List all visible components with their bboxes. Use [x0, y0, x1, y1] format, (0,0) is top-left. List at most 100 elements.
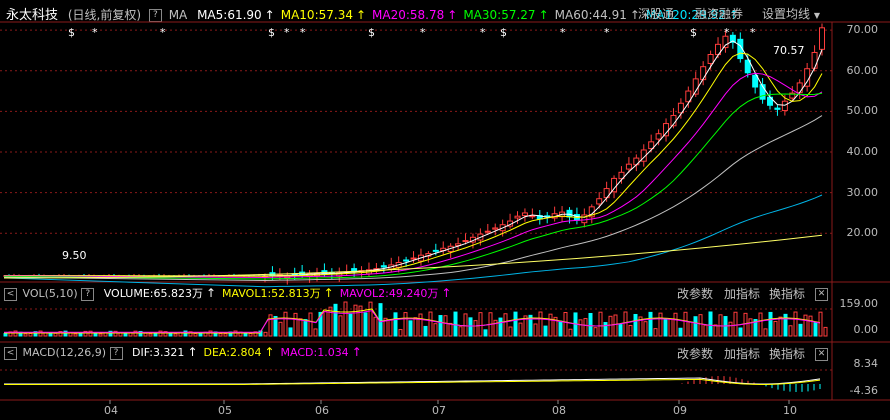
volume-bar [548, 313, 553, 337]
volume-bar [283, 311, 288, 337]
ma-legend-item: MA30:57.27 [463, 8, 536, 22]
candle-body [685, 90, 692, 103]
volume-bar [88, 330, 93, 337]
collapse-icon[interactable]: < [4, 287, 17, 301]
volume-bar [323, 310, 328, 337]
volume-indicator-name[interactable]: VOL(5,10) [22, 287, 78, 300]
volume-change-params-button[interactable]: 改参数 [677, 287, 714, 301]
volume-bar [33, 331, 38, 337]
volume-bar [813, 322, 818, 337]
volume-bar [588, 312, 593, 337]
volume-bar [143, 332, 148, 337]
ma-legend-item: MA5:61.90 [197, 8, 262, 22]
volume-legend: VOLUME:65.823万 ↑ MAVOL1:52.813万 ↑ MAVOL2:49.… [98, 286, 452, 300]
volume-bar [468, 317, 473, 337]
volume-bar [713, 324, 718, 337]
volume-bar [73, 333, 78, 337]
volume-bar [763, 328, 768, 337]
period-mode[interactable]: (日线,前复权) [67, 8, 142, 22]
volume-bar [578, 319, 583, 337]
volume-bar [268, 314, 273, 337]
candle-body [781, 100, 788, 112]
candle-body [648, 141, 655, 150]
volume-bar [668, 318, 673, 337]
volume-bar [663, 318, 668, 337]
info-marker-icon: * [92, 26, 98, 39]
candle-body [514, 215, 521, 219]
volume-bar [418, 313, 423, 337]
low-price-label: 9.50 [62, 249, 87, 262]
info-marker-icon: $ [368, 26, 375, 39]
volume-bar [233, 330, 238, 337]
hk-connect-link[interactable]: 深股通 [638, 7, 675, 21]
ma-legend-item: MA20:58.78 [372, 8, 445, 22]
macd-indicator-name[interactable]: MACD(12,26,9) [22, 346, 107, 359]
ma-label: MA [168, 8, 188, 22]
price-ytick: 20.00 [846, 226, 879, 240]
month-label: 08 [552, 404, 566, 417]
volume-bar [163, 331, 168, 337]
volume-bar [593, 327, 598, 337]
arrow-up-icon: ↑ [629, 8, 640, 22]
volume-bar [528, 314, 533, 337]
info-marker-icon: $ [500, 26, 507, 39]
volume-bar [428, 311, 433, 337]
ma20-line [3, 72, 823, 278]
chart-header: 永太科技 (日线,前复权) ? MA MA5:61.90 ↑ MA10:57.34 ↑… [6, 4, 739, 23]
macd-add-indicator-button[interactable]: 加指标 [724, 347, 761, 361]
volume-bar [498, 317, 503, 337]
volume-bar [243, 333, 248, 337]
volume-bar [423, 325, 428, 337]
macd-change-params-button[interactable]: 改参数 [677, 347, 714, 361]
volume-bar [598, 311, 603, 337]
margin-trading-link[interactable]: 融资融券 [695, 7, 744, 21]
volume-bar [708, 311, 713, 337]
volume-bar [603, 322, 608, 337]
volume-bar [308, 312, 313, 337]
info-marker-icon: * [284, 26, 290, 39]
volume-bar [223, 333, 228, 337]
price-ytick: 40.00 [846, 145, 879, 158]
macd-close-button[interactable]: ✕ [815, 344, 828, 363]
volume-bar [688, 321, 693, 337]
info-marker-icon: * [420, 26, 426, 39]
macd-switch-indicator-button[interactable]: 换指标 [769, 347, 806, 361]
volume-bar [803, 314, 808, 337]
volume-bar [738, 327, 743, 337]
ma5-line [3, 40, 823, 277]
info-marker-icon: * [300, 26, 306, 39]
stock-name[interactable]: 永太科技 [6, 8, 59, 23]
volume-bar [533, 323, 538, 337]
macd-help-icon[interactable]: ? [109, 346, 123, 360]
ma120-line [3, 194, 823, 288]
vol-legend-item: MAVOL2:49.240万 [339, 287, 439, 300]
volume-bar [78, 332, 83, 337]
volume-bar [408, 320, 413, 337]
volume-switch-indicator-button[interactable]: 换指标 [769, 287, 806, 301]
info-marker-icon: * [604, 26, 610, 39]
ma-legend-item: MA60:44.91 [554, 8, 627, 22]
volume-bar [313, 328, 318, 337]
volume-bar [198, 333, 203, 337]
volume-bar [133, 330, 138, 337]
arrow-up-icon: ↑ [264, 345, 275, 359]
volume-add-indicator-button[interactable]: 加指标 [724, 287, 761, 301]
volume-bar [83, 330, 88, 337]
vol-legend-item: VOLUME:65.823万 [103, 287, 203, 300]
macd-legend-item: DIF:3.321 [132, 346, 185, 359]
price-ytick: 30.00 [846, 185, 879, 199]
collapse-icon[interactable]: < [4, 346, 17, 360]
candle-body [618, 171, 625, 180]
volume-close-button[interactable]: ✕ [815, 284, 828, 303]
candle-body [759, 84, 766, 100]
volume-bar [443, 315, 448, 337]
volume-bar [508, 326, 513, 337]
ma-settings-dropdown[interactable]: 设置均线 ▼ [762, 5, 820, 22]
volume-bar [113, 330, 118, 337]
volume-help-icon[interactable]: ? [81, 287, 95, 301]
candle-body [611, 177, 618, 193]
volume-bar [463, 313, 468, 337]
volume-bar [393, 312, 398, 337]
volume-bar [808, 315, 813, 337]
